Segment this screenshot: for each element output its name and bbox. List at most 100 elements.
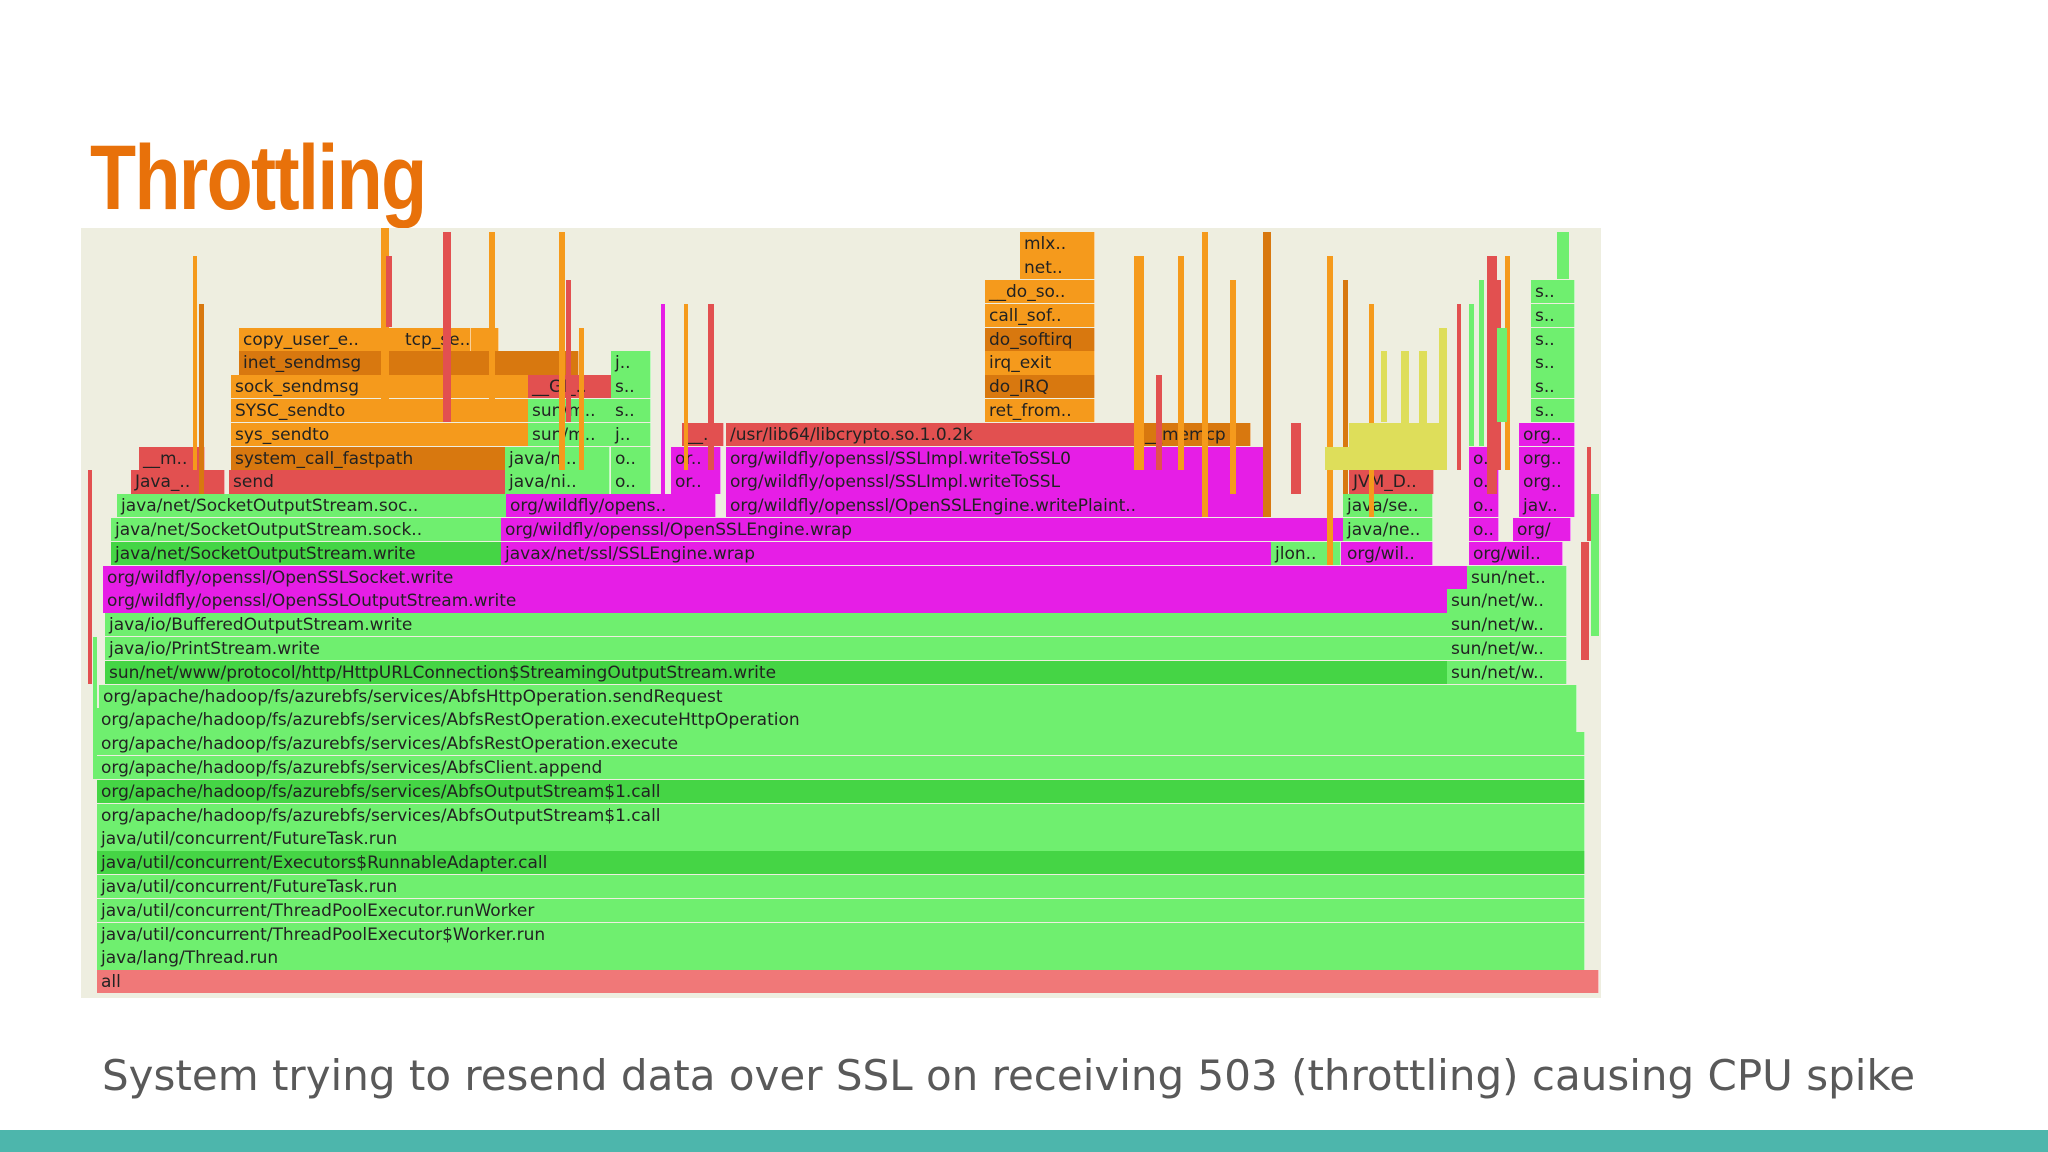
flame-frame[interactable]: org/apache/hadoop/fs/azurebfs/services/A… <box>97 803 1585 827</box>
flame-frame[interactable]: ret_from.. <box>985 399 1095 423</box>
flame-frame[interactable]: org.. <box>1519 422 1575 446</box>
flame-sliver <box>1487 256 1497 494</box>
flame-sliver <box>1587 446 1591 542</box>
flame-frame[interactable]: net.. <box>1020 256 1095 280</box>
footer-accent-bar <box>0 1130 2048 1152</box>
flame-frame[interactable]: s.. <box>611 399 651 423</box>
flame-frame[interactable]: o.. <box>611 470 651 494</box>
flame-sliver <box>708 303 714 470</box>
flame-sliver <box>93 637 97 780</box>
flame-frame[interactable]: JVM_D.. <box>1349 470 1434 494</box>
flame-frame[interactable]: org/apache/hadoop/fs/azurebfs/services/A… <box>97 756 1585 780</box>
flame-frame[interactable]: system_call_fastpath <box>231 446 571 470</box>
flame-frame[interactable]: jav.. <box>1519 494 1575 518</box>
flame-frame[interactable]: call_sof.. <box>985 303 1095 327</box>
flame-frame[interactable]: o.. <box>1469 494 1499 518</box>
flame-frame[interactable]: org.. <box>1519 470 1575 494</box>
flame-sliver <box>1381 351 1387 423</box>
flame-frame[interactable]: sun/net/w.. <box>1447 637 1567 661</box>
flame-frame[interactable]: sun/net/w.. <box>1447 660 1567 684</box>
flame-frame[interactable]: o.. <box>611 446 651 470</box>
flame-frame[interactable]: s.. <box>1531 280 1575 304</box>
flame-sliver <box>1479 280 1484 446</box>
flame-frame[interactable]: org/wildfly/openssl/OpenSSLEngine.wrap <box>501 518 1351 542</box>
flame-frame[interactable]: sock_sendmsg <box>231 375 576 399</box>
flame-frame[interactable]: org/wil.. <box>1469 541 1563 565</box>
flame-frame[interactable]: __do_so.. <box>985 280 1095 304</box>
flame-sliver <box>1178 256 1184 470</box>
flame-sliver <box>1505 256 1510 470</box>
flame-frame[interactable]: s.. <box>1531 399 1575 423</box>
flame-frame[interactable]: s.. <box>1531 375 1575 399</box>
flame-frame[interactable]: org/wildfly/openssl/OpenSSLOutputStream.… <box>103 589 1525 613</box>
flame-frame[interactable]: java/util/concurrent/Executors$RunnableA… <box>97 851 1585 875</box>
flame-frame[interactable]: org/wildfly/openssl/SSLImpl.writeToSSL0 <box>726 446 1266 470</box>
flame-frame[interactable]: __.. <box>682 422 724 446</box>
flame-frame[interactable]: do_softirq <box>985 327 1095 351</box>
flame-sliver <box>193 256 197 470</box>
flame-sliver <box>1439 327 1447 470</box>
flame-frame[interactable]: javax/net/ssl/SSLEngine.wrap <box>501 541 1351 565</box>
flame-frame[interactable]: sun/net/w.. <box>1447 613 1567 637</box>
flame-frame[interactable]: s.. <box>1531 303 1575 327</box>
flame-frame[interactable]: java/util/concurrent/ThreadPoolExecutor$… <box>97 922 1585 946</box>
flame-frame[interactable]: org/wildfly/openssl/OpenSSLEngine.writeP… <box>726 494 1266 518</box>
flame-frame[interactable]: __m.. <box>139 446 205 470</box>
flame-frame[interactable]: jlon.. <box>1271 541 1341 565</box>
flame-frame[interactable]: sun/net/w.. <box>1447 589 1567 613</box>
flame-frame[interactable]: java/util/concurrent/FutureTask.run <box>97 827 1585 851</box>
flame-sliver <box>1349 422 1439 470</box>
flame-frame[interactable]: SYSC_sendto <box>231 399 576 423</box>
flame-sliver <box>1457 303 1461 470</box>
flame-frame[interactable]: all <box>97 970 1599 994</box>
flame-frame[interactable]: s.. <box>611 375 651 399</box>
flame-frame[interactable]: java/util/concurrent/ThreadPoolExecutor.… <box>97 898 1585 922</box>
flame-frame[interactable]: /usr/lib64/libcrypto.so.1.0.2k <box>726 422 1211 446</box>
flame-frame[interactable]: Java_.. <box>131 470 225 494</box>
flame-frame[interactable]: org/apache/hadoop/fs/azurebfs/services/A… <box>97 779 1585 803</box>
flame-frame[interactable]: java/net/SocketOutputStream.sock.. <box>111 518 575 542</box>
flame-frame[interactable]: org/apache/hadoop/fs/azurebfs/services/A… <box>97 708 1577 732</box>
flame-frame[interactable]: java/io/PrintStream.write <box>105 637 1525 661</box>
flame-sliver <box>579 327 584 470</box>
flame-frame[interactable]: j.. <box>611 351 651 375</box>
flame-frame[interactable]: java/lang/Thread.run <box>97 946 1585 970</box>
flame-frame[interactable]: java/net/SocketOutputStream.soc.. <box>117 494 575 518</box>
flame-frame[interactable]: inet_sendmsg <box>239 351 579 375</box>
flame-frame[interactable]: sun/m.. <box>528 422 613 446</box>
flame-frame[interactable]: org/wildfly/openssl/SSLImpl.writeToSSL <box>726 470 1266 494</box>
flame-frame[interactable]: do_IRQ <box>985 375 1095 399</box>
flame-sliver <box>1401 351 1409 446</box>
flame-frame[interactable]: java/io/BufferedOutputStream.write <box>105 613 1525 637</box>
flame-frame[interactable]: sun/net/www/protocol/http/HttpURLConnect… <box>105 660 1525 684</box>
flame-frame[interactable]: org/apache/hadoop/fs/azurebfs/services/A… <box>97 732 1585 756</box>
flame-frame[interactable]: org/wildfly/openssl/OpenSSLSocket.write <box>103 565 1525 589</box>
flame-frame[interactable]: irq_exit <box>985 351 1095 375</box>
flame-sliver <box>1230 280 1236 494</box>
slide-title: Throttling <box>90 127 427 229</box>
flame-frame[interactable]: org.. <box>1519 446 1575 470</box>
flame-frame[interactable]: s.. <box>1531 351 1575 375</box>
flame-frame[interactable]: org/wil.. <box>1343 541 1433 565</box>
flame-sliver <box>1591 494 1599 637</box>
flame-frame[interactable]: sun/net.. <box>1467 565 1567 589</box>
flame-sliver <box>489 232 495 423</box>
flame-frame[interactable]: org/apache/hadoop/fs/azurebfs/services/A… <box>99 684 1577 708</box>
flame-sliver <box>1134 256 1144 470</box>
flame-frame[interactable]: j.. <box>611 422 651 446</box>
flame-frame[interactable]: java/ni.. <box>505 446 610 470</box>
flame-frame[interactable]: org/ <box>1513 518 1571 542</box>
flame-frame[interactable]: java/se.. <box>1343 494 1433 518</box>
flame-frame[interactable]: tcp_se.. <box>401 327 471 351</box>
flame-frame[interactable]: java/ne.. <box>1343 518 1433 542</box>
flame-frame[interactable]: or.. <box>671 470 721 494</box>
flame-frame[interactable]: mlx.. <box>1020 232 1095 256</box>
flame-frame[interactable]: java/net/SocketOutputStream.write <box>111 541 575 565</box>
flame-frame[interactable]: o.. <box>1469 518 1499 542</box>
flame-frame[interactable]: java/util/concurrent/FutureTask.run <box>97 875 1585 899</box>
flame-frame[interactable]: java/ni.. <box>505 470 610 494</box>
flame-frame[interactable]: org/wildfly/opens.. <box>506 494 716 518</box>
slide-caption: System trying to resend data over SSL on… <box>102 1051 1916 1100</box>
flame-frame[interactable]: s.. <box>1531 327 1575 351</box>
flame-frame[interactable]: sys_sendto <box>231 422 576 446</box>
